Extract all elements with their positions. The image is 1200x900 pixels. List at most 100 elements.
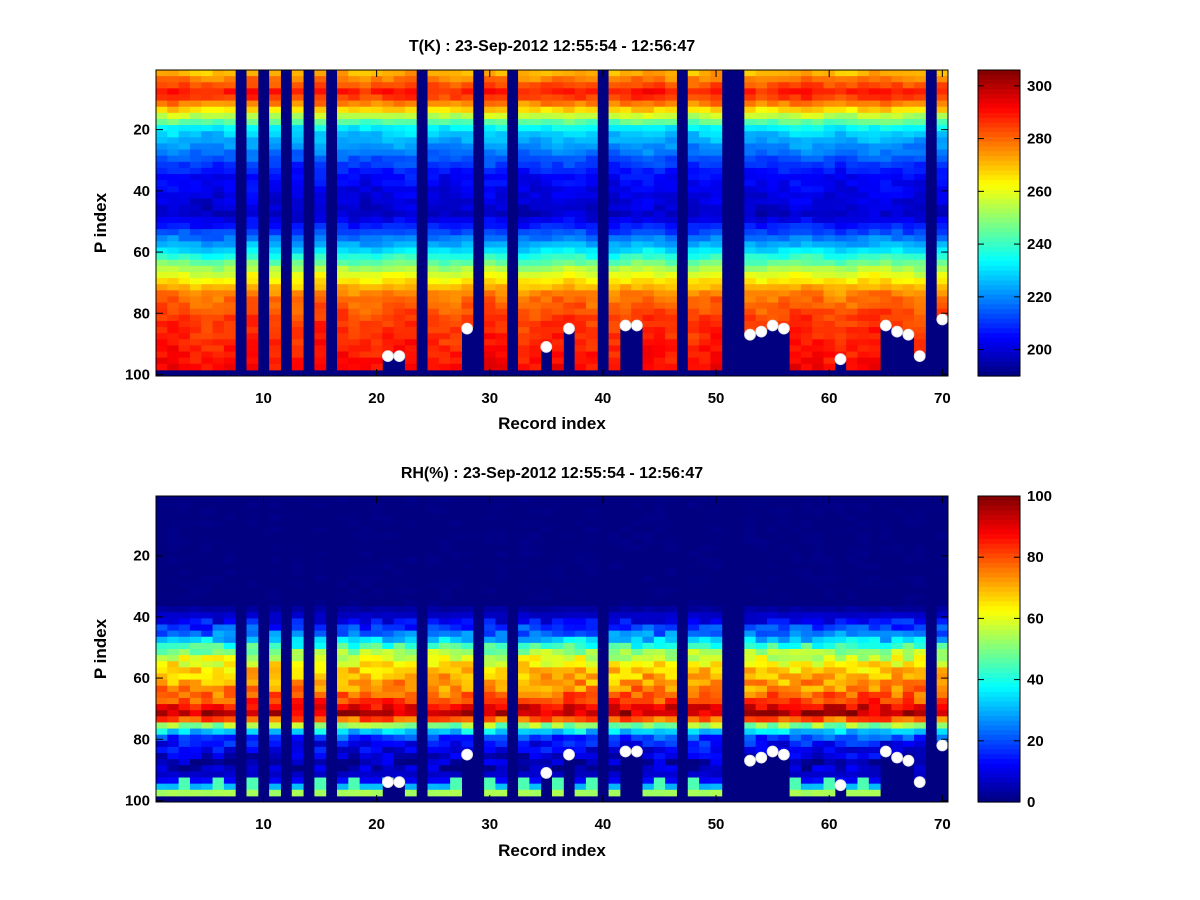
heatmap-cell xyxy=(585,575,598,583)
heatmap-cell xyxy=(518,691,530,699)
heatmap-cell xyxy=(212,618,225,626)
heatmap-cell xyxy=(246,532,259,540)
heatmap-cell xyxy=(518,198,530,206)
heatmap-cell xyxy=(653,514,666,521)
heatmap-cell xyxy=(823,143,836,151)
heatmap-cell xyxy=(201,502,214,509)
heatmap-cell xyxy=(450,155,462,163)
heatmap-cell xyxy=(495,575,508,583)
heatmap-cell xyxy=(608,563,621,570)
heatmap-cell xyxy=(269,514,281,521)
heatmap-cell xyxy=(246,82,259,89)
heatmap-cell xyxy=(348,502,361,509)
heatmap-cell xyxy=(438,618,451,626)
heatmap-cell xyxy=(891,192,904,200)
heatmap-cell xyxy=(348,333,361,340)
heatmap-cell xyxy=(529,302,542,310)
heatmap-cell xyxy=(438,600,451,607)
heatmap-cell xyxy=(427,508,440,515)
heatmap-cell xyxy=(178,265,191,273)
heatmap-cell xyxy=(699,296,711,304)
heatmap-cell xyxy=(812,210,825,218)
heatmap-cell xyxy=(438,82,451,89)
heatmap-cell xyxy=(755,538,768,546)
heatmap-cell xyxy=(642,593,655,601)
heatmap-cell xyxy=(766,636,779,644)
heatmap-cell xyxy=(778,551,791,558)
heatmap-cell xyxy=(518,82,530,89)
heatmap-cell xyxy=(891,284,904,291)
heatmap-cell xyxy=(902,174,915,181)
heatmap-cell xyxy=(755,204,768,212)
heatmap-cell xyxy=(246,661,259,668)
heatmap-cell xyxy=(450,587,462,595)
heatmap-cell xyxy=(348,192,361,200)
heatmap-cell xyxy=(608,575,621,583)
heatmap-cell xyxy=(755,636,768,644)
heatmap-cell xyxy=(529,496,542,503)
heatmap-cell xyxy=(552,192,564,200)
heatmap-cell xyxy=(574,563,587,570)
heatmap-cell xyxy=(223,783,236,791)
heatmap-cell xyxy=(348,198,361,206)
heatmap-cell xyxy=(529,320,542,328)
heatmap-cell xyxy=(529,783,542,791)
heatmap-cell xyxy=(846,229,858,236)
heatmap-cell xyxy=(642,679,655,687)
heatmap-cell xyxy=(891,265,904,273)
heatmap-cell xyxy=(348,508,361,515)
heatmap-cell xyxy=(518,569,530,577)
heatmap-cell xyxy=(201,673,214,681)
heatmap-cell xyxy=(359,526,372,534)
heatmap-cell xyxy=(314,161,327,169)
heatmap-cell xyxy=(189,351,202,359)
heatmap-cell xyxy=(246,783,259,791)
heatmap-cell xyxy=(178,526,191,534)
heatmap-cell xyxy=(710,606,723,613)
heatmap-cell xyxy=(450,630,462,638)
heatmap-cell xyxy=(857,137,870,144)
heatmap-cell xyxy=(450,363,462,371)
heatmap-cell xyxy=(778,186,791,193)
heatmap-cell xyxy=(574,339,587,346)
heatmap-cell xyxy=(665,198,677,206)
heatmap-cell xyxy=(868,327,881,334)
heatmap-cell xyxy=(427,278,440,285)
heatmap-cell xyxy=(167,789,180,797)
heatmap-cell xyxy=(518,630,530,638)
heatmap-cell xyxy=(699,186,711,193)
heatmap-cell xyxy=(563,278,576,285)
heatmap-cell xyxy=(812,192,825,200)
heatmap-cell xyxy=(337,771,349,779)
heatmap-cell xyxy=(269,137,281,144)
heatmap-cell xyxy=(563,82,576,89)
heatmap-cell xyxy=(223,290,236,297)
heatmap-cell xyxy=(755,746,768,754)
heatmap-cell xyxy=(563,118,576,126)
heatmap-cell xyxy=(823,106,836,114)
heatmap-cell xyxy=(484,508,496,515)
heatmap-cell xyxy=(269,82,281,89)
heatmap-cell xyxy=(812,357,825,365)
heatmap-cell xyxy=(461,76,474,83)
heatmap-cell xyxy=(540,630,553,638)
heatmap-cell xyxy=(269,284,281,291)
heatmap-cell xyxy=(857,363,870,371)
heatmap-cell xyxy=(404,70,417,77)
heatmap-cell xyxy=(450,278,462,285)
heatmap-cell xyxy=(427,143,440,151)
heatmap-cell xyxy=(223,265,236,273)
heatmap-cell xyxy=(167,308,180,316)
heatmap-cell xyxy=(766,100,779,108)
heatmap-cell xyxy=(619,174,632,181)
heatmap-cell xyxy=(359,284,372,291)
humidity-title: RH(%) : 23-Sep-2012 12:55:54 - 12:56:47 xyxy=(401,465,703,482)
heatmap-cell xyxy=(744,673,757,681)
heatmap-cell xyxy=(699,563,711,570)
heatmap-cell xyxy=(529,587,542,595)
heatmap-cell xyxy=(766,247,779,255)
heatmap-cell xyxy=(359,308,372,316)
heatmap-cell xyxy=(484,612,496,619)
heatmap-cell xyxy=(246,204,259,212)
heatmap-cell xyxy=(348,357,361,365)
